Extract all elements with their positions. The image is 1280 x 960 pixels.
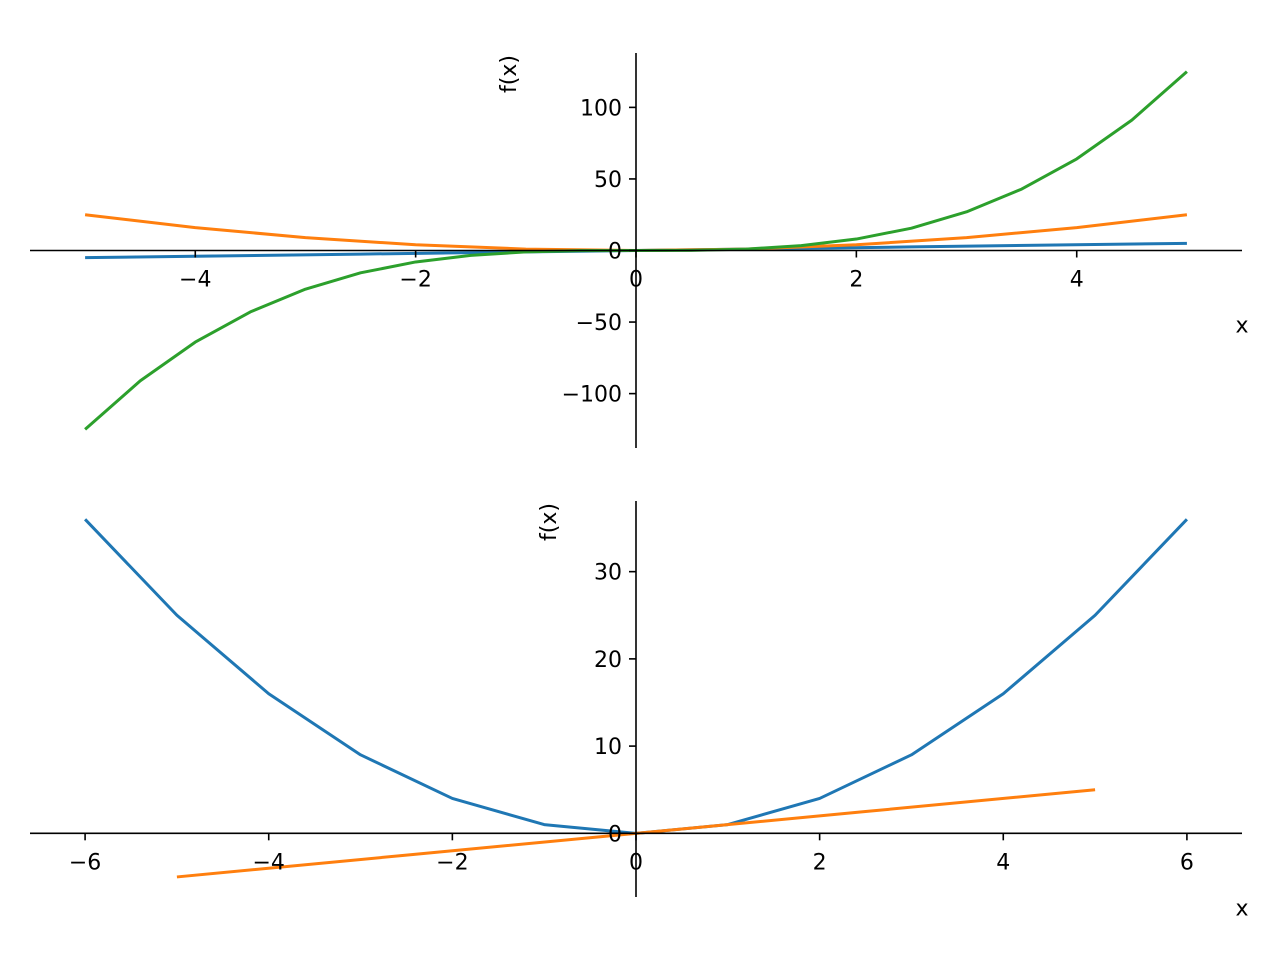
top-x-tick-label: −2 (399, 268, 431, 293)
top-tick-layer: −4 −2 0 2 4 −100 −50 0 50 100 (179, 96, 1084, 407)
top-y-tick-label: −100 (562, 383, 622, 408)
top-subplot: −4 −2 0 2 4 −100 −50 0 50 100 x f(x) (30, 53, 1249, 448)
bottom-y-tick-label: 10 (594, 735, 622, 760)
bottom-x-axis-label: x (1235, 896, 1248, 921)
top-x-tick-label: 2 (849, 268, 863, 293)
bottom-y-tick-label: 0 (608, 822, 622, 847)
bottom-x-tick-label: 4 (996, 850, 1010, 875)
top-y-tick-label: 100 (580, 96, 622, 121)
top-y-tick-label: 50 (594, 168, 622, 193)
top-y-tick-label: −50 (576, 311, 622, 336)
top-y-tick-label: 0 (608, 240, 622, 265)
bottom-y-tick-label: 20 (594, 648, 622, 673)
top-x-tick-label: 4 (1070, 268, 1084, 293)
bottom-x-tick-label: 0 (629, 850, 643, 875)
bottom-y-axis-label: f(x) (537, 503, 562, 541)
bottom-x-tick-label: −6 (69, 850, 101, 875)
top-y-axis-label: f(x) (497, 55, 522, 93)
bottom-x-tick-label: −2 (436, 850, 468, 875)
top-x-tick-label: 0 (629, 268, 643, 293)
top-x-axis-label: x (1235, 314, 1248, 339)
bottom-y-tick-label: 30 (594, 561, 622, 586)
bottom-x-tick-label: −4 (253, 850, 285, 875)
bottom-tick-layer: −6 −4 −2 0 2 4 6 0 10 20 30 (69, 561, 1194, 876)
top-x-tick-label: −4 (179, 268, 211, 293)
bottom-x-tick-label: 2 (813, 850, 827, 875)
bottom-subplot: −6 −4 −2 0 2 4 6 0 10 20 30 x f(x) (30, 501, 1249, 921)
bottom-x-tick-label: 6 (1180, 850, 1194, 875)
